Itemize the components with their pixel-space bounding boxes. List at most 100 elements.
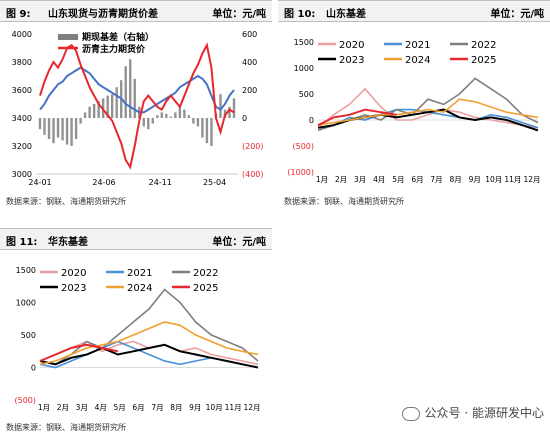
basis-bar — [74, 118, 78, 139]
figure-title: 山东基差 — [326, 9, 366, 20]
x-tick-label: 6月 — [411, 175, 423, 184]
panel-title-bar: 图 11: 华东基差 单位：元/吨 — [0, 228, 272, 250]
basis-bar — [83, 112, 87, 118]
figure-number: 图 10: — [284, 9, 316, 20]
wechat-watermark: 公众号 · 能源研发中心 — [401, 404, 544, 421]
series-line-2020 — [317, 87, 539, 129]
watermark-text: 公众号 · 能源研发中心 — [424, 406, 544, 420]
basis-bar — [169, 116, 173, 118]
data-source: 数据来源：钢联、海通期货研究所 — [6, 423, 126, 432]
basis-bar — [129, 59, 132, 118]
legend-label: 2021 — [127, 268, 152, 279]
x-tick-label: 24-01 — [28, 178, 51, 187]
legend-label: 2024 — [127, 283, 152, 294]
x-tick-label: 24-06 — [92, 178, 115, 187]
y-left-tick-label: 3400 — [12, 114, 32, 123]
basis-bar — [43, 118, 46, 135]
basis-bar — [106, 95, 109, 118]
x-tick-label: 9月 — [189, 403, 201, 412]
legend-label: 2023 — [339, 55, 364, 66]
series-line-2024 — [39, 321, 259, 366]
y-left-tick-label: 3800 — [12, 58, 32, 67]
legend-label: 2023 — [61, 283, 86, 294]
basis-bar — [52, 118, 55, 144]
legend-swatch-basis — [58, 34, 78, 40]
data-source: 数据来源：钢联、海通期货研究所 — [284, 197, 404, 206]
y-left-tick-label: 3200 — [12, 142, 32, 151]
basis-bar — [232, 98, 236, 118]
series-line-2025 — [317, 108, 397, 127]
basis-bar — [65, 118, 69, 145]
legend-label: 2020 — [61, 268, 86, 279]
x-tick-label: 12月 — [523, 175, 540, 184]
y-tick-label: 1500 — [16, 266, 36, 275]
y-tick-label: 1500 — [294, 38, 314, 47]
x-tick-label: 2月 — [335, 175, 347, 184]
legend-label: 沥青主力期货价 — [82, 43, 146, 55]
basis-bar — [151, 118, 154, 124]
x-tick-label: 8月 — [449, 175, 461, 184]
x-tick-label: 1月 — [316, 175, 328, 184]
y-tick-label: (500) — [14, 396, 36, 405]
panel-shandong-spot-futures: 图 9: 山东现货与沥青期货价差 单位：元/吨 3000 3200 3400 3600… — [0, 0, 272, 210]
basis-bar — [97, 101, 100, 118]
x-tick-label: 3月 — [76, 403, 88, 412]
unit-label: 单位：元/吨 — [212, 237, 266, 248]
x-tick-label: 5月 — [113, 403, 125, 412]
chart-shandong-spot-futures: 3000 3200 3400 3600 3800 4000 (400) (200) 0 200 40… — [12, 30, 264, 187]
unit-label: 单位：元/吨 — [212, 9, 266, 20]
x-tick-label: 12月 — [243, 403, 260, 412]
basis-bar — [79, 118, 82, 124]
figure-title: 华东基差 — [48, 237, 88, 248]
y-tick-label: 500 — [299, 90, 314, 99]
basis-bar — [201, 118, 204, 138]
basis-bar — [133, 78, 136, 118]
series-line-2023 — [39, 343, 259, 369]
basis-bar — [210, 118, 213, 146]
basis-bar — [156, 115, 159, 118]
chart-shandong-basis: (1000) (500) 0 500 1000 1500 1月 2月 3月 4月 5月 6月 7月 8月 9… — [287, 38, 540, 184]
x-tick-label: 11月 — [504, 175, 521, 184]
series-line-2024 — [317, 98, 539, 126]
y-tick-label: 1000 — [294, 64, 314, 73]
basis-bar — [196, 118, 200, 127]
basis-bar — [38, 118, 42, 130]
x-tick-label: 2月 — [57, 403, 69, 412]
basis-bar — [115, 87, 118, 118]
legend-label: 2024 — [405, 55, 430, 66]
basis-bar — [124, 66, 127, 118]
panel-shandong-basis: 图 10: 山东基差 单位：元/吨 (1000) (500) 0 500 1000 150… — [278, 0, 550, 210]
legend-label: 2025 — [193, 283, 218, 294]
basis-bar — [160, 112, 164, 118]
x-tick-label: 25-04 — [203, 178, 226, 187]
figure-number: 图 11: — [6, 237, 38, 248]
basis-bar — [61, 118, 64, 141]
x-tick-label: 24-11 — [149, 178, 172, 187]
wechat-icon — [401, 406, 420, 421]
basis-bar — [92, 104, 96, 118]
legend-label: 期现基差（右轴） — [82, 31, 154, 43]
legend-label: 2025 — [471, 55, 496, 66]
basis-bar — [147, 118, 150, 130]
x-tick-label: 10月 — [485, 175, 502, 184]
y-tick-label: 500 — [21, 331, 36, 340]
x-tick-label: 8月 — [170, 403, 182, 412]
basis-bar — [56, 118, 60, 138]
spot-price-line — [39, 66, 235, 114]
legend-label: 2020 — [339, 40, 364, 51]
basis-bar — [47, 118, 51, 139]
panel-east-china-basis: 图 11: 华东基差 单位：元/吨 (500) 0 500 1000 1500 1月 2月 3… — [0, 228, 272, 436]
legend-label: 2022 — [193, 268, 218, 279]
data-source: 数据来源：钢联、海通期货研究所 — [6, 197, 126, 206]
x-tick-label: 5月 — [392, 175, 404, 184]
x-tick-label: 11月 — [225, 403, 242, 412]
x-tick-label: 3月 — [354, 175, 366, 184]
basis-bar — [219, 94, 222, 118]
x-tick-label: 4月 — [95, 403, 107, 412]
figure-title: 山东现货与沥青期货价差 — [48, 9, 158, 20]
y-left-tick-label: 3000 — [12, 170, 32, 179]
y-right-tick-label: 0 — [242, 114, 247, 123]
series-line-2025 — [39, 343, 119, 362]
x-tick-label: 7月 — [151, 403, 163, 412]
legend-label: 2021 — [405, 40, 430, 51]
